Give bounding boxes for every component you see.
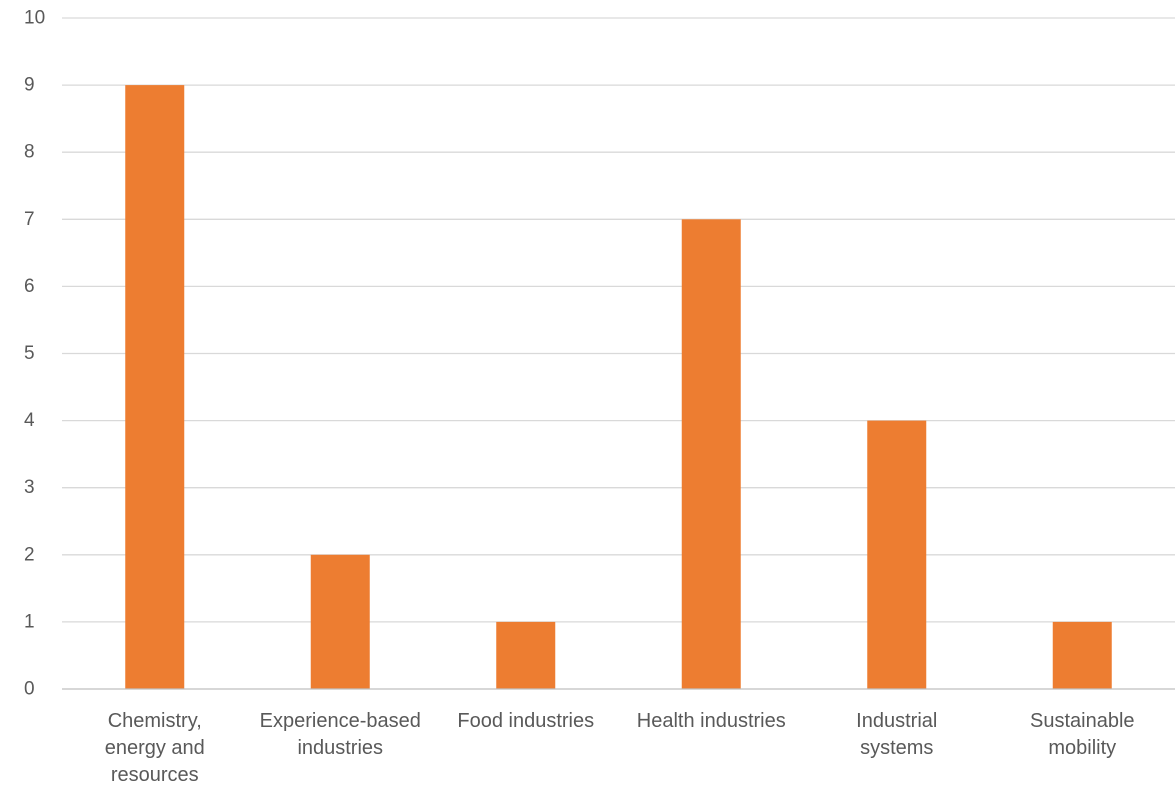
- x-category-label: Health industries: [617, 708, 805, 735]
- x-category-label: Industrial systems: [803, 708, 991, 762]
- bar: [125, 85, 185, 690]
- x-category-label-line: systems: [860, 737, 934, 759]
- gridlines: [62, 17, 1175, 623]
- x-category-label: Experience-based industries: [246, 708, 434, 762]
- bar: [681, 219, 741, 690]
- y-tick-label: 0: [24, 679, 35, 700]
- x-category-label-line: Sustainable: [1029, 710, 1135, 732]
- x-category-label-line: Chemistry,: [107, 710, 202, 732]
- x-category-label-line: Experience-based: [259, 710, 421, 732]
- y-tick-label: 5: [24, 343, 35, 364]
- bar: [1052, 621, 1112, 689]
- x-category-label-line: resources: [110, 764, 199, 786]
- x-category-label: Chemistry, energy and resources: [61, 708, 249, 789]
- bar: [867, 420, 927, 689]
- y-tick-label: 8: [24, 142, 35, 163]
- y-tick-label: 7: [24, 209, 35, 230]
- y-tick-label: 9: [24, 75, 35, 96]
- x-category-label-line: mobility: [1048, 737, 1117, 759]
- y-tick-label: 4: [24, 410, 35, 431]
- x-category-label: Sustainable mobility: [988, 708, 1175, 762]
- bars: [125, 85, 1112, 690]
- x-category-label: Food industries: [432, 708, 620, 735]
- x-category-label-line: industries: [297, 737, 384, 759]
- y-axis-ticks: 0 1 2 3 4 5 6 7 8 9 10: [24, 8, 45, 700]
- bar: [310, 554, 370, 689]
- x-category-label-line: Health industries: [636, 710, 786, 732]
- y-tick-label: 1: [24, 611, 35, 632]
- x-category-label-line: Food industries: [457, 710, 595, 732]
- bar: [496, 621, 556, 689]
- x-category-label-line: energy and: [104, 737, 205, 759]
- y-tick-label: 2: [24, 544, 35, 565]
- y-tick-label: 3: [24, 477, 35, 498]
- y-tick-label: 10: [24, 8, 45, 29]
- x-category-label-line: Industrial: [856, 710, 938, 732]
- y-tick-label: 6: [24, 276, 35, 297]
